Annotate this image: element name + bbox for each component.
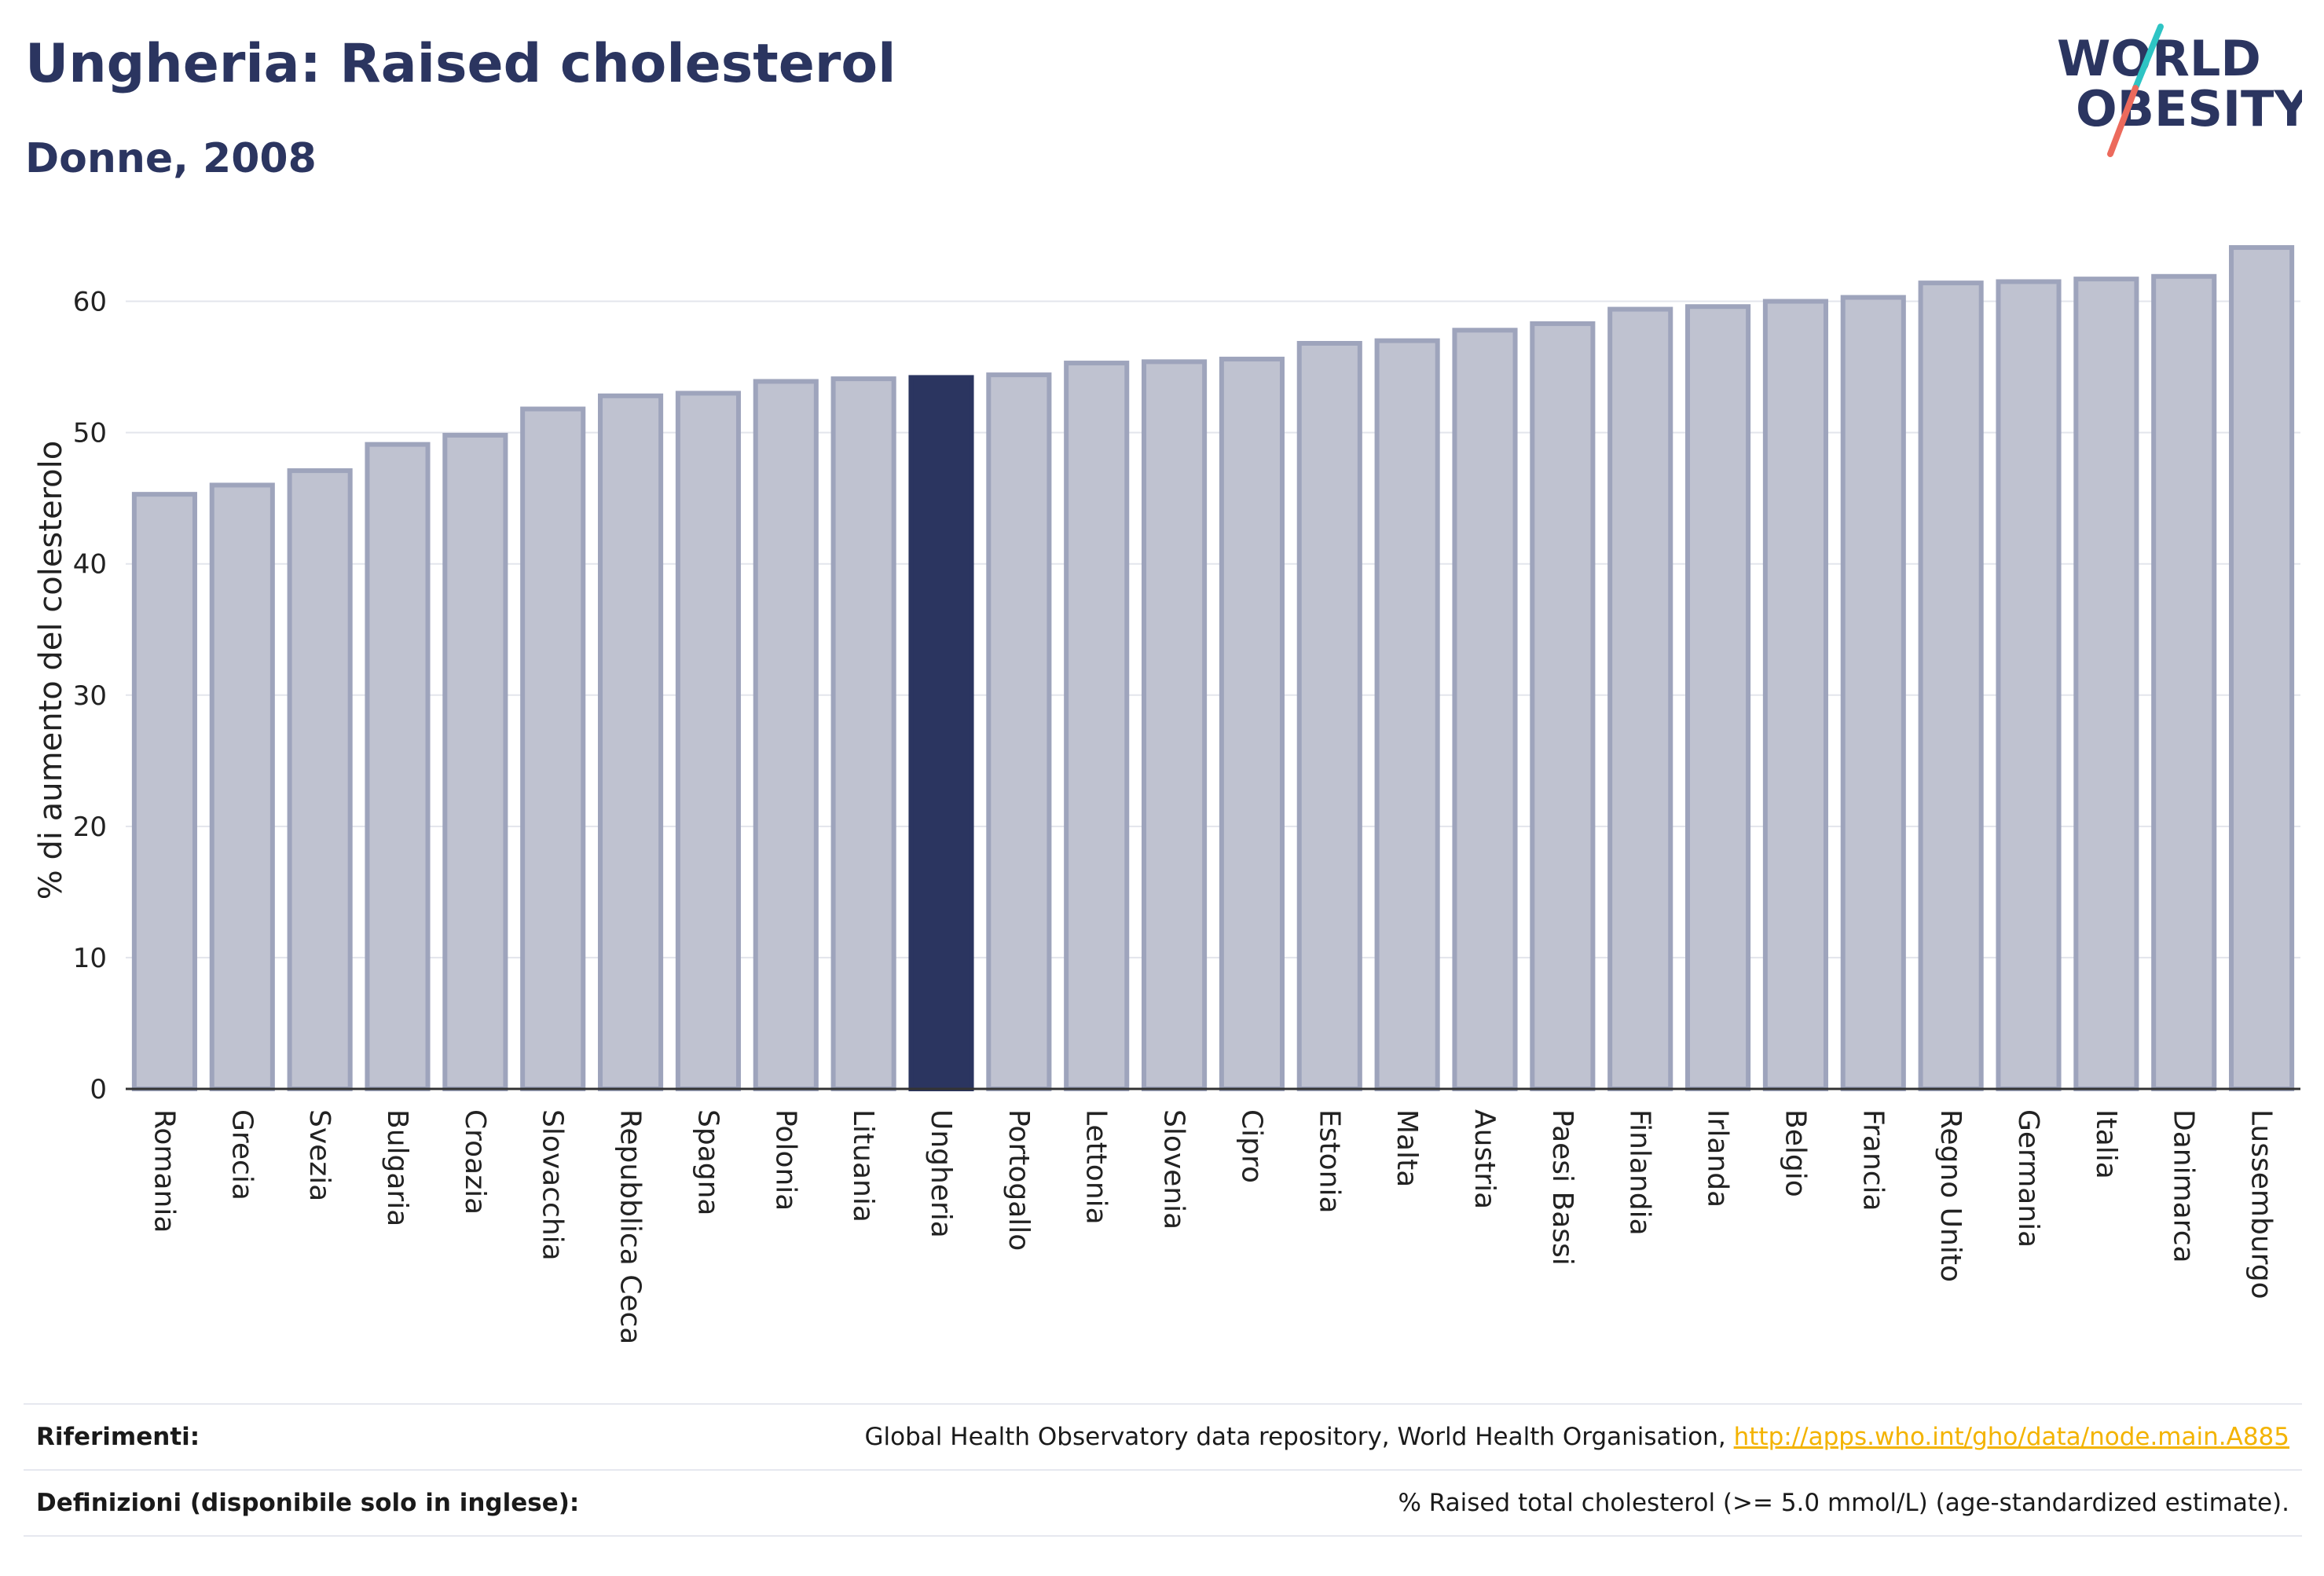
x-tick-label: Regno Unito xyxy=(1934,1109,1967,1282)
x-tick-label: Italia xyxy=(2090,1109,2122,1179)
x-tick-label: Polonia xyxy=(769,1109,801,1211)
x-tick-label: Cipro xyxy=(1235,1109,1267,1183)
bar-ungheria xyxy=(908,375,974,1092)
x-tick-label: Estonia xyxy=(1313,1109,1345,1214)
bar-bulgaria xyxy=(365,442,431,1091)
bar-svezia xyxy=(287,468,353,1091)
x-tick-label: Irlanda xyxy=(1702,1109,1734,1208)
logo-stripe-bottom xyxy=(2107,85,2139,157)
bar-paesi-bassi xyxy=(1530,321,1596,1091)
bar-portogallo xyxy=(986,372,1052,1091)
bar-cipro xyxy=(1219,357,1285,1091)
definitions-row: Definizioni (disponibile solo in inglese… xyxy=(24,1469,2302,1537)
logo-stripe-top xyxy=(2132,24,2164,91)
bar-italia xyxy=(2073,277,2139,1091)
bar-grecia xyxy=(209,482,275,1091)
x-tick-label: Malta xyxy=(1391,1109,1423,1187)
x-tick-label: Germania xyxy=(2012,1109,2044,1248)
x-tick-label: Romania xyxy=(148,1109,180,1233)
x-tick-label: Paesi Bassi xyxy=(1546,1109,1578,1266)
sources-label: Riferimenti: xyxy=(36,1423,200,1451)
y-tick-label: 10 xyxy=(73,943,107,974)
bar-estonia xyxy=(1296,341,1362,1092)
x-tick-label: Bulgaria xyxy=(381,1109,413,1226)
bar-romania xyxy=(131,492,197,1091)
x-tick-label: Lettonia xyxy=(1080,1109,1113,1225)
bar-germania xyxy=(1996,279,2062,1091)
x-tick-label: Grecia xyxy=(225,1109,258,1200)
y-axis-label: % di aumento del colesterolo xyxy=(33,441,69,900)
logo-line-2: OBESITY xyxy=(2076,80,2302,137)
definitions-text: % Raised total cholesterol (>= 5.0 mmol/… xyxy=(1398,1489,2289,1517)
bar-belgio xyxy=(1762,299,1828,1091)
y-tick-label: 40 xyxy=(73,549,107,581)
sources-link[interactable]: http://apps.who.int/gho/data/node.main.A… xyxy=(1733,1423,2289,1451)
y-tick-label: 20 xyxy=(73,812,107,843)
x-tick-label: Austria xyxy=(1468,1109,1501,1209)
bar-croazia xyxy=(442,432,508,1091)
references-table: Riferimenti: Global Health Observatory d… xyxy=(24,1403,2302,1537)
definitions-label: Definizioni (disponibile solo in inglese… xyxy=(36,1489,580,1517)
world-obesity-logo: WORLD OBESITY xyxy=(2057,24,2302,157)
bar-francia xyxy=(1840,295,1906,1091)
sources-row: Riferimenti: Global Health Observatory d… xyxy=(24,1403,2302,1469)
x-tick-label: Lituania xyxy=(847,1109,879,1222)
sources-value: Global Health Observatory data repositor… xyxy=(865,1423,2302,1451)
x-tick-label: Repubblica Ceca xyxy=(614,1109,647,1344)
logo-line-1: WORLD xyxy=(2057,30,2261,87)
bar-repubblica-ceca xyxy=(598,393,664,1091)
x-tick-label: Francia xyxy=(1857,1109,1889,1211)
y-tick-label: 30 xyxy=(73,680,107,712)
bar-finlandia xyxy=(1607,306,1673,1092)
x-axis-labels: Romania Grecia Svezia Bulgaria Croazia Slovac… xyxy=(148,1109,2277,1344)
bar-spagna xyxy=(675,390,741,1091)
bar-slovenia xyxy=(1142,359,1208,1091)
x-tick-label: Portogallo xyxy=(1003,1109,1035,1251)
y-tick-label: 50 xyxy=(73,418,107,449)
bar-irlanda xyxy=(1685,304,1751,1091)
bars xyxy=(131,245,2295,1092)
bar-lussemburgo xyxy=(2229,245,2295,1092)
bar-malta xyxy=(1374,338,1440,1091)
bar-polonia xyxy=(753,379,819,1091)
bar-austria xyxy=(1452,328,1518,1091)
x-tick-label: Svezia xyxy=(303,1109,335,1201)
x-tick-label: Finlandia xyxy=(1624,1109,1656,1236)
bar-regno-unito xyxy=(1918,280,1984,1091)
bar-danimarca xyxy=(2151,273,2217,1092)
x-tick-label: Slovacchia xyxy=(537,1109,569,1261)
page-subtitle: Donne, 2008 xyxy=(25,135,317,182)
x-tick-label: Belgio xyxy=(1779,1109,1811,1197)
x-tick-label: Croazia xyxy=(459,1109,491,1215)
bar-lettonia xyxy=(1064,361,1130,1091)
y-tick-label: 60 xyxy=(73,287,107,318)
y-tick-label: 0 xyxy=(90,1074,107,1105)
sources-text: Global Health Observatory data repositor… xyxy=(864,1423,1726,1451)
x-tick-label: Ungheria xyxy=(925,1109,957,1238)
page-title: Ungheria: Raised cholesterol xyxy=(25,33,896,95)
y-axis-ticks: 0 10 20 30 40 50 60 xyxy=(73,287,107,1105)
x-tick-label: Spagna xyxy=(691,1109,724,1216)
bar-slovacchia xyxy=(520,406,586,1091)
x-tick-label: Danimarca xyxy=(2168,1109,2200,1263)
x-tick-label: Slovenia xyxy=(1158,1109,1190,1230)
bar-lituania xyxy=(830,376,896,1092)
x-tick-label: Lussemburgo xyxy=(2245,1109,2278,1299)
bar-chart: 0 10 20 30 40 50 60 Romania Grecia Svezia Bulgari… xyxy=(33,245,2300,1344)
